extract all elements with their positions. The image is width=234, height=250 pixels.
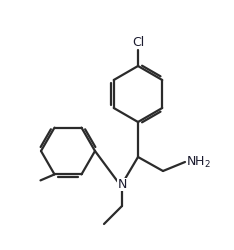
- Text: NH$_2$: NH$_2$: [186, 154, 211, 169]
- Text: N: N: [117, 178, 127, 191]
- Text: Cl: Cl: [132, 36, 144, 49]
